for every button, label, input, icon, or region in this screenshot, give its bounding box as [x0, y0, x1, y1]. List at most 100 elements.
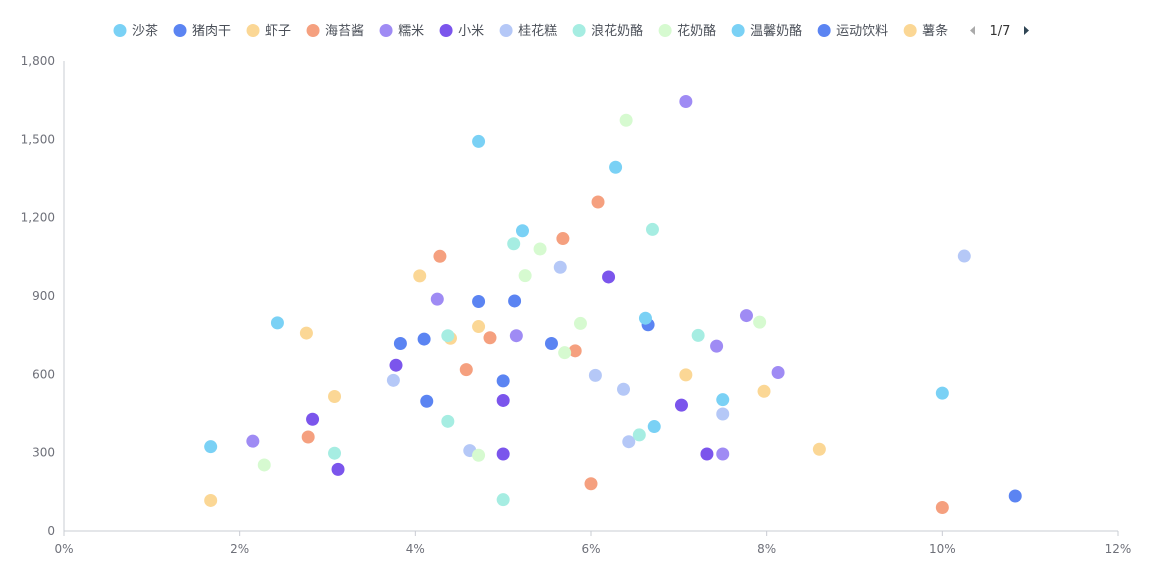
scatter-point: [553, 260, 567, 274]
scatter-point: [441, 329, 455, 343]
legend-marker: [306, 24, 320, 37]
scatter-point: [716, 447, 730, 461]
scatter-point: [328, 446, 342, 460]
legend: 沙茶 猪肉干 虾子 海苔酱 糯米 小米 桂花糕 浪花奶酪 花奶酪 温馨奶酪 运动饮料 薯条: [113, 23, 948, 39]
legend-marker: [731, 24, 745, 37]
x-tick-label: 12%: [1105, 542, 1132, 556]
legend-pager: 1/7: [970, 24, 1029, 39]
y-tick-label: 1,500: [21, 132, 55, 146]
scatter-point: [306, 412, 320, 426]
scatter-point: [716, 407, 730, 421]
x-tick-label: 6%: [581, 542, 600, 556]
scatter-point: [679, 94, 693, 108]
legend-marker: [379, 24, 393, 37]
scatter-point: [556, 232, 570, 246]
scatter-point: [533, 242, 547, 256]
scatter-point: [638, 311, 652, 325]
legend-marker: [572, 24, 586, 37]
scatter-point: [645, 222, 659, 236]
data-points: [204, 94, 1022, 514]
scatter-point: [609, 160, 623, 174]
x-tick-label: 2%: [230, 542, 249, 556]
legend-label: 猪肉干: [192, 24, 231, 39]
scatter-point: [472, 294, 486, 308]
scatter-point: [389, 358, 403, 372]
scatter-point: [328, 390, 342, 404]
x-tick-label: 4%: [406, 542, 425, 556]
legend-label: 虾子: [265, 24, 291, 39]
scatter-point: [420, 394, 434, 408]
legend-marker: [817, 24, 831, 37]
scatter-point: [935, 501, 949, 514]
scatter-point: [515, 224, 529, 238]
legend-label: 运动饮料: [836, 24, 888, 39]
scatter-point: [558, 346, 572, 360]
scatter-point: [812, 442, 826, 456]
legend-marker: [439, 24, 453, 37]
y-tick-label: 600: [32, 367, 55, 381]
scatter-point: [508, 294, 522, 308]
scatter-point: [935, 386, 949, 400]
legend-label: 花奶酪: [677, 23, 716, 39]
legend-label: 海苔酱: [325, 24, 364, 39]
scatter-point: [616, 382, 630, 396]
scatter-point: [957, 249, 971, 263]
x-tick-label: 0%: [54, 542, 73, 556]
y-tick-label: 900: [32, 289, 55, 303]
scatter-point: [700, 447, 714, 461]
legend-label: 浪花奶酪: [591, 23, 643, 39]
scatter-point: [568, 344, 582, 358]
legend-label: 桂花糕: [518, 23, 557, 39]
axes: 0% 2% 4% 6% 8% 10% 12% 0 300 600 900 1,200 1,500 1,80…: [21, 54, 1132, 556]
scatter-point: [544, 337, 558, 351]
legend-marker: [113, 24, 127, 37]
scatter-point: [496, 374, 510, 388]
scatter-point: [430, 292, 444, 306]
scatter-point: [496, 447, 510, 461]
legend-prev-icon[interactable]: [970, 26, 975, 35]
scatter-point: [619, 113, 633, 127]
scatter-point: [739, 309, 753, 323]
scatter-point: [691, 328, 705, 342]
scatter-point: [417, 332, 431, 346]
scatter-point: [204, 493, 218, 507]
y-tick-label: 300: [32, 446, 55, 460]
scatter-point: [591, 195, 605, 209]
scatter-point: [509, 329, 523, 343]
scatter-point: [472, 448, 486, 462]
legend-label: 薯条: [922, 23, 948, 39]
scatter-point: [588, 368, 602, 382]
scatter-point: [771, 366, 785, 380]
legend-label: 小米: [458, 24, 484, 39]
scatter-point: [299, 326, 313, 340]
legend-next-icon[interactable]: [1024, 26, 1029, 35]
scatter-point: [301, 430, 315, 444]
scatter-point: [441, 414, 455, 428]
legend-marker: [246, 24, 260, 37]
legend-label: 糯米: [398, 24, 424, 39]
scatter-point: [246, 434, 260, 448]
scatter-point: [507, 237, 521, 251]
scatter-point: [753, 315, 767, 329]
scatter-point: [1008, 489, 1022, 503]
scatter-point: [716, 393, 730, 407]
scatter-point: [270, 316, 284, 330]
y-tick-label: 0: [47, 524, 55, 538]
scatter-point: [674, 398, 688, 412]
scatter-point: [710, 339, 724, 353]
scatter-point: [573, 316, 587, 330]
legend-label: 温馨奶酪: [750, 23, 802, 39]
scatter-point: [496, 493, 510, 507]
y-tick-label: 1,800: [21, 54, 55, 68]
scatter-point: [496, 393, 510, 407]
y-tick-label: 1,200: [21, 211, 55, 225]
scatter-point: [584, 477, 598, 491]
scatter-point: [472, 134, 486, 148]
scatter-point: [602, 270, 616, 284]
scatter-point: [331, 462, 345, 476]
scatter-point: [679, 368, 693, 382]
scatter-point: [647, 420, 661, 434]
scatter-point: [472, 320, 486, 334]
scatter-point: [483, 331, 497, 345]
x-tick-label: 10%: [929, 542, 956, 556]
